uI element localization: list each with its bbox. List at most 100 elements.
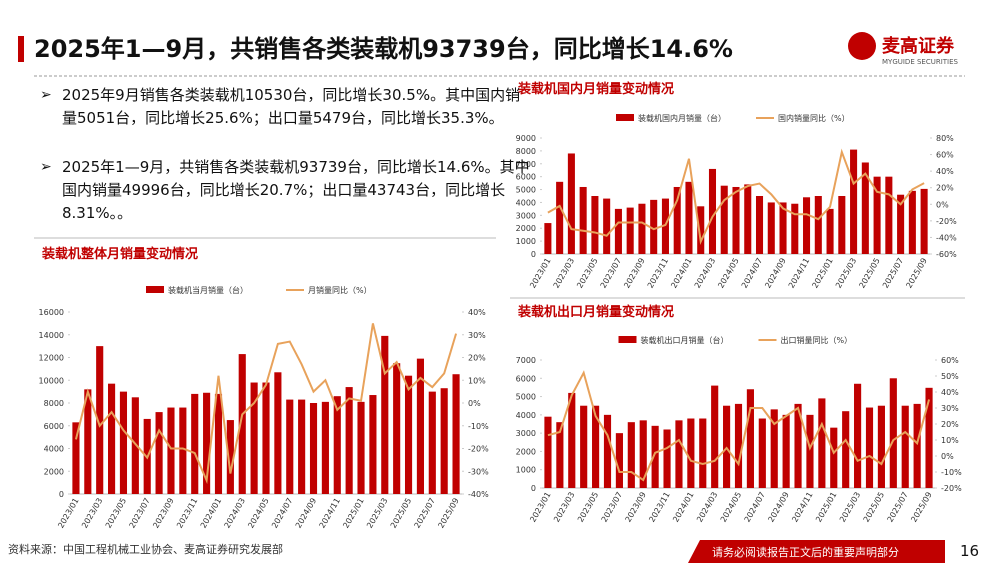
bar (699, 418, 707, 488)
legend-label: 月销量同比（%） (308, 285, 372, 295)
x-tick-label: 2024/05 (716, 257, 740, 290)
x-tick-label: 2023/01 (528, 491, 552, 524)
y-tick-label: 2000 (516, 224, 536, 233)
logo-sub: MYGUIDE SECURITIES (882, 58, 959, 66)
y-tick-label: 0 (531, 250, 536, 259)
bullet: 2025年1—9月，共销售各类装载机93739台，同比增长14.6%。其中国内销… (40, 156, 532, 225)
slide-title: 2025年1—9月，共销售各类装载机93739台，同比增长14.6% (34, 35, 733, 63)
chart-title: 装载机国内月销量变动情况 (517, 81, 674, 97)
x-tick-label: 2024/07 (270, 497, 294, 530)
bar (345, 387, 353, 494)
x-tick-label: 2024/03 (693, 257, 717, 290)
bar (770, 409, 778, 488)
bar (603, 414, 612, 488)
bar (767, 202, 775, 254)
y-tick-label: 4000 (516, 411, 536, 420)
x-tick-label: 2023/05 (576, 491, 600, 524)
x-tick-label: 2025/01 (814, 491, 838, 524)
y-tick-label: 12000 (39, 354, 64, 363)
bar (262, 382, 270, 494)
bar (119, 391, 128, 494)
x-tick-label: 2025/09 (436, 497, 460, 530)
x-tick-label: 2024/01 (199, 497, 223, 530)
legend-swatch (618, 336, 637, 343)
y2-tick-label: 30% (941, 404, 959, 413)
bar (544, 416, 552, 488)
bar (732, 186, 740, 254)
x-tick-label: 2023/09 (624, 491, 648, 524)
bar (309, 403, 318, 494)
legend-swatch (616, 114, 634, 121)
x-tick-label: 2025/07 (886, 491, 910, 524)
x-tick-label: 2025/01 (341, 497, 365, 530)
bar (744, 184, 752, 254)
bar (708, 168, 717, 254)
y2-tick-label: -60% (936, 250, 957, 259)
chart-title: 装载机整体月销量变动情况 (41, 246, 198, 262)
bar (108, 383, 116, 494)
y-tick-label: 2000 (516, 447, 536, 456)
y2-tick-label: 20% (468, 354, 486, 363)
bar (697, 206, 705, 254)
bar (758, 418, 766, 488)
bar (889, 378, 897, 488)
x-tick-label: 2025/03 (834, 257, 858, 290)
x-tick-label: 2023/03 (552, 491, 576, 524)
y2-tick-label: 30% (468, 331, 486, 340)
bar (393, 363, 401, 494)
bar (818, 398, 826, 488)
bar (663, 429, 671, 488)
y2-tick-label: -10% (941, 468, 962, 477)
bar (155, 412, 163, 494)
bar (614, 208, 622, 254)
bar (685, 181, 693, 254)
x-tick-label: 2023/07 (600, 491, 624, 524)
y-tick-label: 10000 (39, 376, 64, 385)
bar (782, 414, 790, 488)
x-tick-label: 2025/03 (365, 497, 389, 530)
legend-swatch (146, 286, 164, 293)
bar (687, 418, 695, 488)
x-tick-label: 2023/07 (599, 257, 623, 290)
x-tick-label: 2023/07 (128, 497, 152, 530)
x-tick-label: 2023/03 (80, 497, 104, 530)
bar (830, 427, 838, 488)
bar (897, 194, 905, 254)
bar (580, 405, 588, 488)
bar (838, 196, 846, 254)
y2-tick-label: 80% (936, 134, 954, 143)
x-tick-label: 2023/11 (647, 491, 671, 524)
bullet: 2025年9月销售各类装载机10530台，同比增长30.5%。其中国内销量505… (40, 84, 532, 130)
bar (626, 207, 634, 254)
bar (861, 162, 869, 254)
x-tick-label: 2023/09 (622, 257, 646, 290)
logo-text: 麦高证券 (882, 35, 955, 57)
y-tick-label: 3000 (516, 429, 536, 438)
bar (452, 374, 460, 494)
x-tick-label: 2023/01 (528, 257, 552, 290)
bar (814, 196, 822, 254)
y-tick-label: 7000 (516, 356, 536, 365)
bar (226, 420, 234, 494)
legend-label: 出口销量同比（%） (781, 335, 853, 345)
notice-banner (688, 540, 945, 563)
y2-tick-label: 40% (936, 167, 954, 176)
x-tick-label: 2024/03 (695, 491, 719, 524)
bar (885, 176, 893, 254)
x-tick-label: 2023/11 (175, 497, 199, 530)
y2-tick-label: 40% (468, 308, 486, 317)
x-tick-label: 2024/07 (740, 257, 764, 290)
x-tick-label: 2025/03 (838, 491, 862, 524)
bar (416, 358, 424, 494)
legend-label: 装载机出口月销量（台） (641, 335, 729, 345)
bar (746, 389, 754, 488)
y2-tick-label: 0% (468, 399, 481, 408)
y-tick-label: 8000 (516, 147, 536, 156)
y2-tick-label: -10% (468, 422, 489, 431)
y2-tick-label: 60% (936, 151, 954, 160)
bar (651, 425, 659, 488)
x-tick-label: 2025/09 (909, 491, 933, 524)
bar (711, 385, 719, 488)
y-tick-label: 6000 (44, 422, 64, 431)
y-tick-label: 8000 (44, 399, 64, 408)
